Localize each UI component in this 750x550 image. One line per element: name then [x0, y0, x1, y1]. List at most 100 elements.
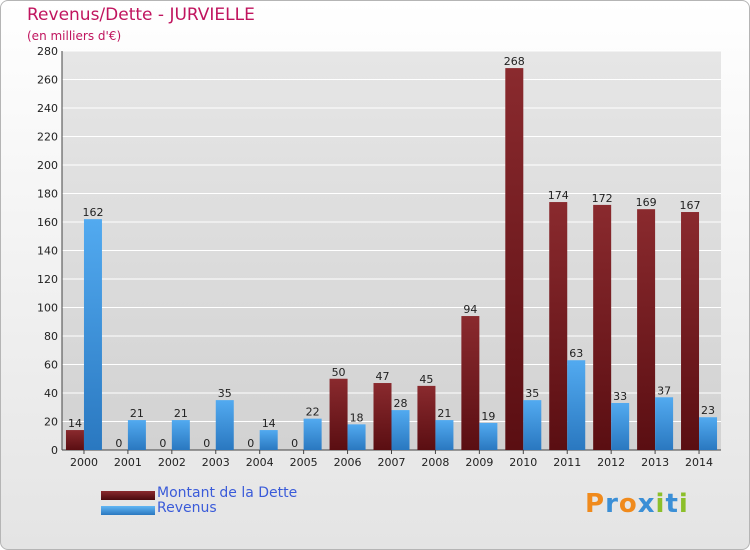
bar-dette — [637, 209, 656, 450]
data-label-revenus: 33 — [613, 390, 627, 403]
data-label-dette: 172 — [592, 192, 613, 205]
y-tick-label: 260 — [37, 74, 58, 87]
bar-dette — [329, 378, 348, 450]
data-label-dette: 174 — [548, 189, 569, 202]
y-tick-label: 120 — [37, 273, 58, 286]
data-label-revenus: 23 — [701, 404, 715, 417]
bar-revenus — [567, 360, 586, 450]
logo-letter: i — [655, 489, 666, 519]
data-label-revenus: 37 — [657, 384, 671, 397]
logo-letter: x — [637, 489, 656, 519]
logo-letter: P — [585, 489, 606, 519]
bar-revenus — [699, 417, 718, 450]
bar-dette — [373, 383, 392, 450]
bar-dette — [549, 202, 568, 450]
y-tick-label: 80 — [44, 330, 58, 343]
bar-revenus — [215, 400, 234, 450]
bar-revenus — [83, 219, 102, 450]
data-label-revenus: 18 — [350, 411, 364, 424]
data-label-revenus: 35 — [218, 387, 232, 400]
bar-revenus — [391, 410, 410, 450]
x-tick-label: 2003 — [202, 456, 230, 469]
data-label-revenus: 19 — [481, 410, 495, 423]
bar-revenus — [347, 424, 366, 450]
bar-revenus — [655, 397, 674, 450]
bar-revenus — [171, 420, 190, 450]
data-label-dette: 0 — [291, 437, 298, 450]
legend-label-revenus: Revenus — [157, 500, 217, 516]
x-tick-label: 2014 — [685, 456, 713, 469]
data-label-dette: 167 — [680, 199, 701, 212]
logo-letter: t — [665, 489, 679, 519]
y-tick-label: 160 — [37, 216, 58, 229]
bar-revenus — [303, 418, 322, 450]
data-label-dette: 47 — [376, 370, 390, 383]
bar-dette — [417, 385, 436, 450]
x-tick-label: 2010 — [509, 456, 537, 469]
data-label-dette: 0 — [115, 437, 122, 450]
x-tick-label: 2005 — [290, 456, 318, 469]
x-tick-label: 2006 — [334, 456, 362, 469]
y-tick-label: 240 — [37, 102, 58, 115]
data-label-dette: 94 — [463, 303, 477, 316]
logo-letter: o — [618, 489, 638, 519]
data-label-dette: 268 — [504, 55, 525, 68]
data-label-dette: 0 — [203, 437, 210, 450]
data-label-revenus: 21 — [174, 407, 188, 420]
y-tick-label: 60 — [44, 359, 58, 372]
data-label-revenus: 162 — [82, 206, 103, 219]
bar-revenus — [259, 430, 278, 450]
bar-revenus — [523, 400, 542, 450]
x-tick-label: 2002 — [158, 456, 186, 469]
data-label-dette: 0 — [159, 437, 166, 450]
legend-label-dette: Montant de la Dette — [157, 485, 298, 501]
data-label-revenus: 63 — [569, 347, 583, 360]
data-label-revenus: 22 — [306, 406, 320, 419]
y-tick-label: 280 — [37, 45, 58, 58]
y-tick-label: 180 — [37, 188, 58, 201]
x-tick-label: 2007 — [378, 456, 406, 469]
y-tick-label: 0 — [51, 444, 58, 457]
y-tick-label: 40 — [44, 387, 58, 400]
x-tick-label: 2011 — [553, 456, 581, 469]
x-tick-label: 2012 — [597, 456, 625, 469]
y-tick-label: 20 — [44, 416, 58, 429]
y-tick-label: 200 — [37, 159, 58, 172]
x-tick-label: 2013 — [641, 456, 669, 469]
y-tick-label: 220 — [37, 131, 58, 144]
bar-dette — [461, 316, 480, 450]
x-tick-label: 2008 — [421, 456, 449, 469]
data-label-dette: 45 — [419, 373, 433, 386]
chart-title: Revenus/Dette - JURVIELLE — [27, 5, 255, 25]
chart-subtitle: (en milliers d'€) — [27, 29, 122, 43]
bar-revenus — [479, 422, 498, 450]
bar-revenus — [611, 402, 630, 450]
bar-revenus — [435, 420, 454, 450]
proxiti-logo: Proxiti — [585, 489, 689, 519]
data-label-revenus: 28 — [394, 397, 408, 410]
bar-dette — [505, 68, 524, 450]
x-tick-label: 2004 — [246, 456, 274, 469]
y-tick-label: 140 — [37, 245, 58, 258]
data-label-dette: 50 — [332, 366, 346, 379]
y-tick-label: 100 — [37, 302, 58, 315]
bar-revenus — [127, 420, 146, 450]
legend-swatch-revenus — [101, 506, 155, 515]
logo-letter: r — [605, 489, 619, 519]
bar-dette — [65, 430, 84, 450]
bar-dette — [681, 212, 700, 450]
data-label-revenus: 14 — [262, 417, 276, 430]
data-label-revenus: 21 — [437, 407, 451, 420]
x-tick-label: 2001 — [114, 456, 142, 469]
x-tick-label: 2000 — [70, 456, 98, 469]
logo-letter: i — [678, 489, 689, 519]
data-label-dette: 169 — [636, 196, 657, 209]
data-label-dette: 14 — [68, 417, 82, 430]
data-label-revenus: 21 — [130, 407, 144, 420]
x-tick-label: 2009 — [465, 456, 493, 469]
data-label-dette: 0 — [247, 437, 254, 450]
data-label-revenus: 35 — [525, 387, 539, 400]
bar-dette — [593, 204, 612, 450]
